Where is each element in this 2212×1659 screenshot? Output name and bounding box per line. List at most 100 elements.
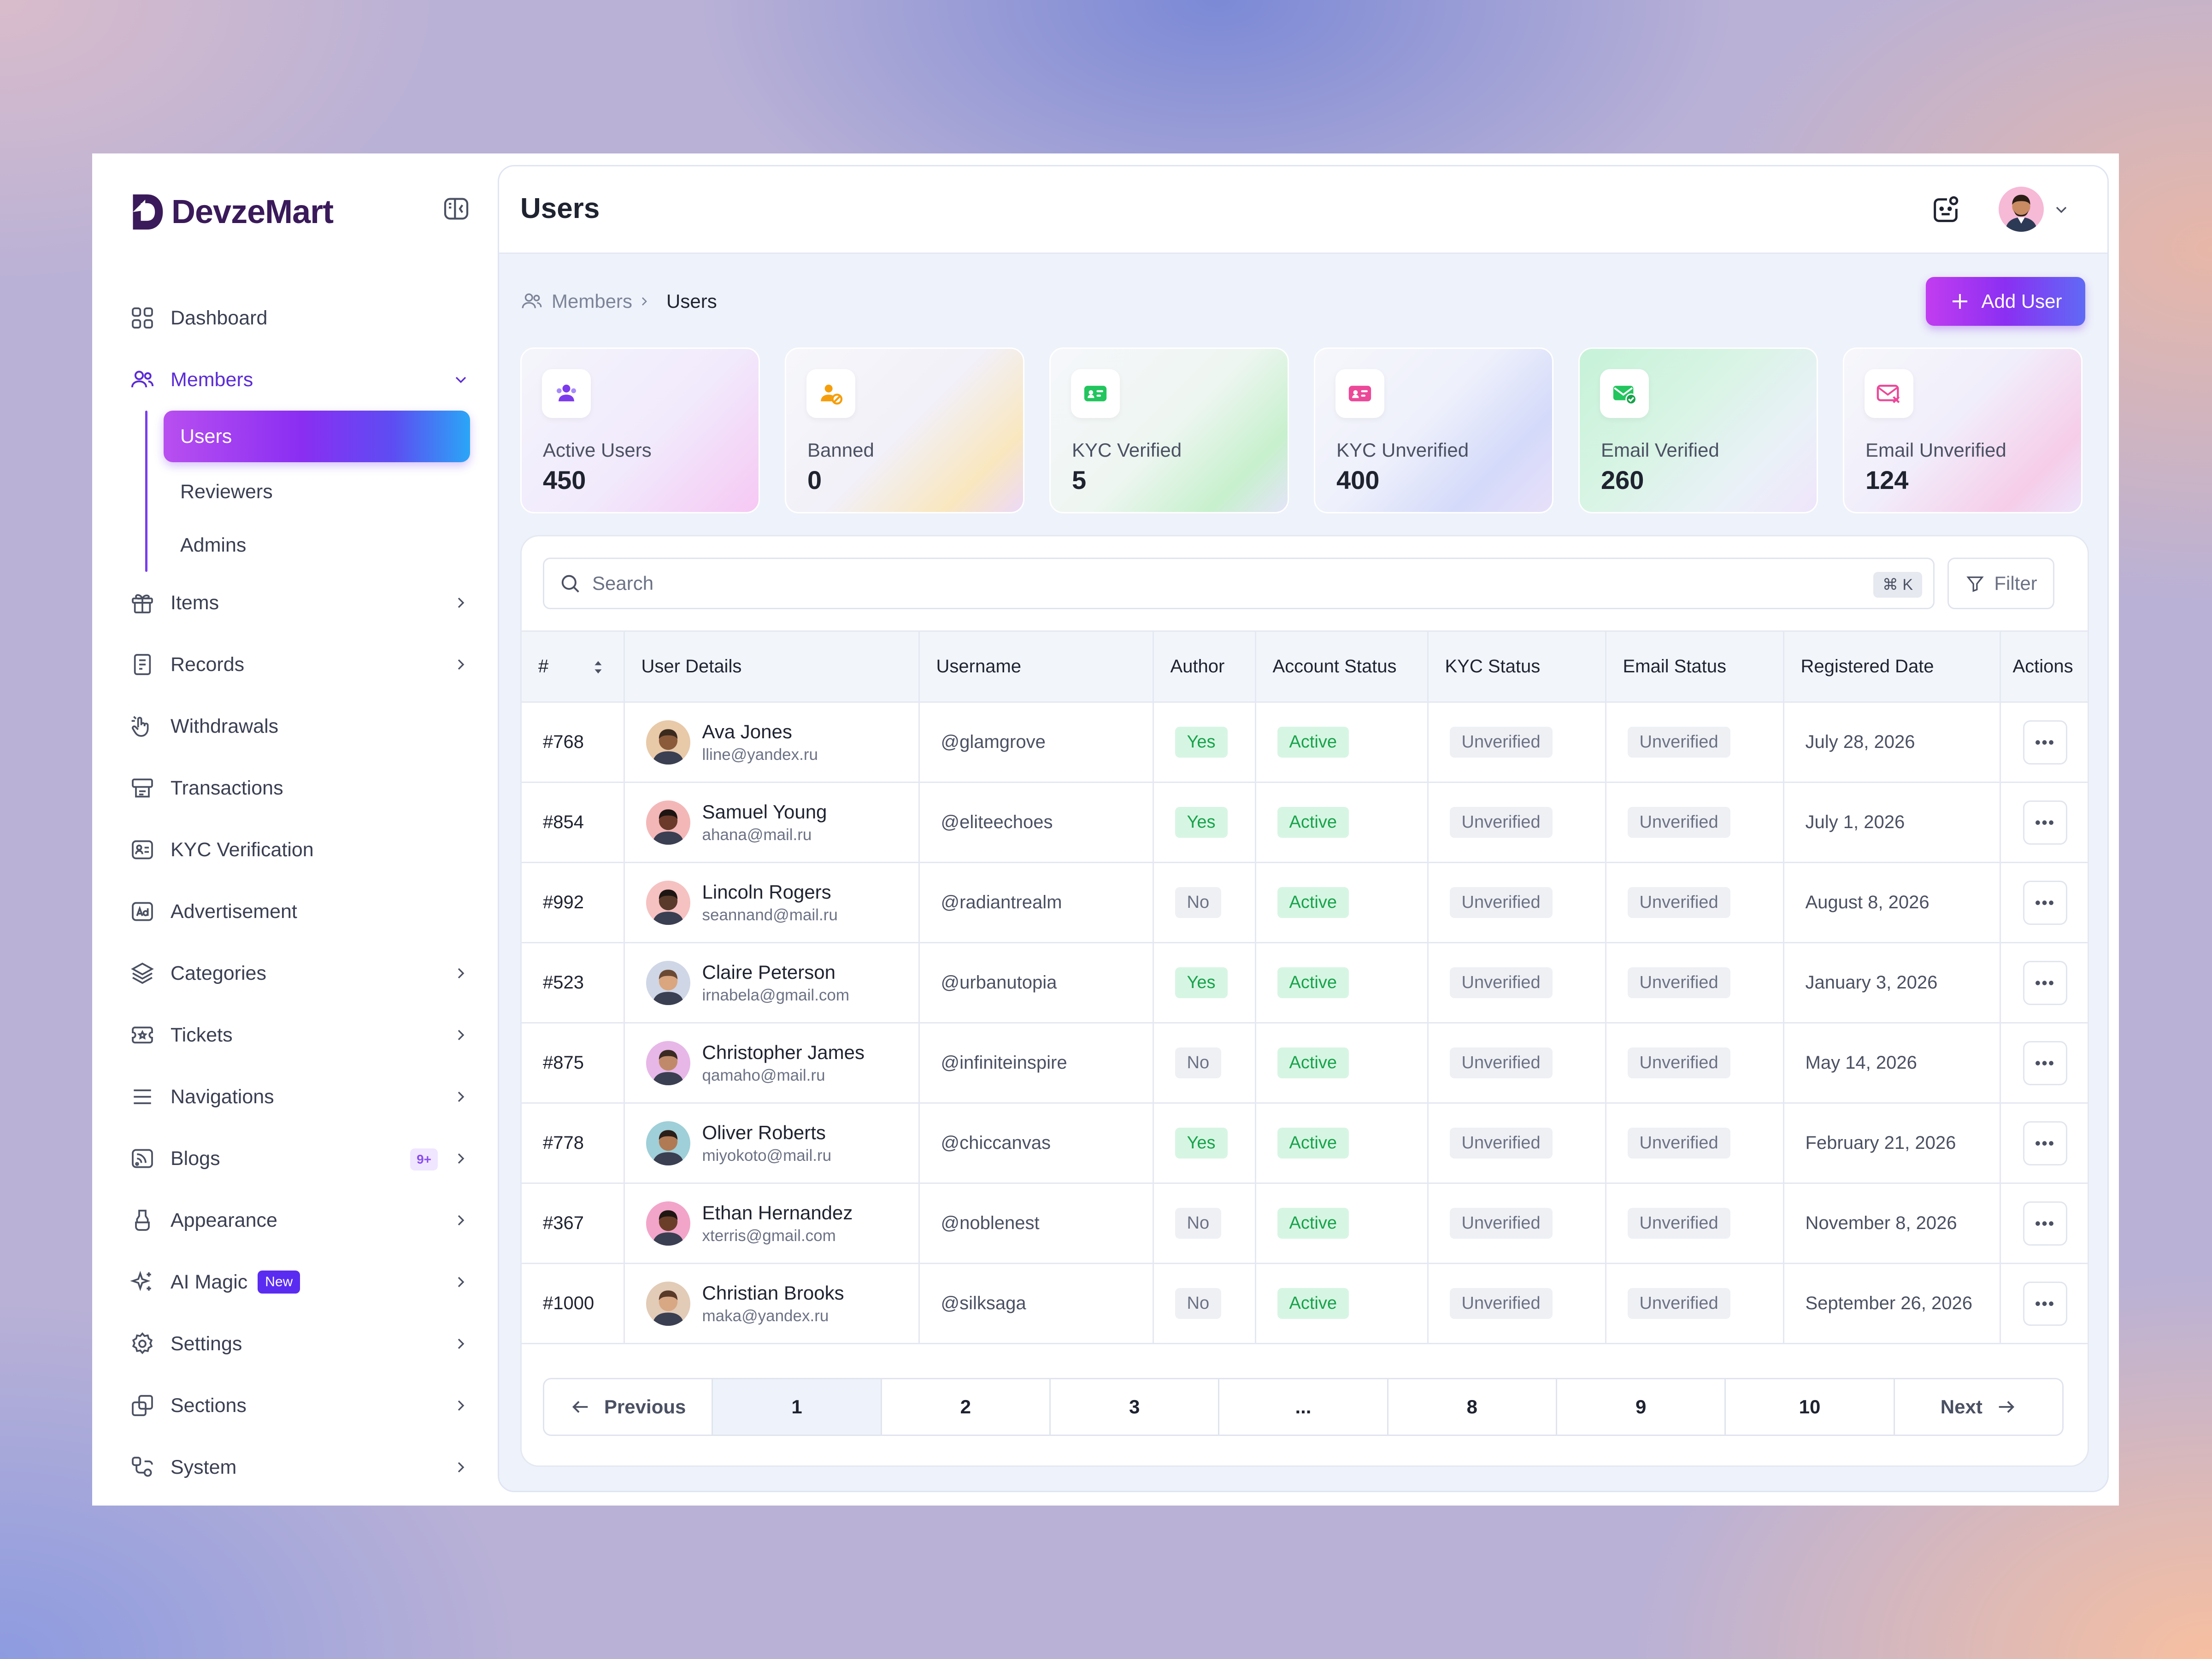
next-page-button[interactable]: Next xyxy=(1895,1379,2062,1435)
cell-user-details: Christian Brooks maka@yandex.ru xyxy=(624,1263,920,1344)
top-bar: Users xyxy=(499,166,2107,254)
stat-card-email-verified[interactable]: Email Verified 260 xyxy=(1578,347,1818,513)
sidebar-item-tickets[interactable]: Tickets xyxy=(129,1004,470,1066)
cell-account-status: Active xyxy=(1255,782,1429,863)
brand[interactable]: DevzeMart xyxy=(129,193,334,231)
column-header-account-status: Account Status xyxy=(1255,630,1429,703)
breadcrumb-parent[interactable]: Members xyxy=(552,290,633,312)
more-icon[interactable]: ••• xyxy=(2023,960,2067,1005)
more-icon[interactable]: ••• xyxy=(2023,1201,2067,1246)
account-status-badge: Active xyxy=(1277,1047,1349,1078)
sidebar-item-appearance[interactable]: Appearance xyxy=(129,1189,470,1251)
add-user-button[interactable]: Add User xyxy=(1926,277,2085,326)
stat-card-active-users[interactable]: Active Users 450 xyxy=(520,347,760,513)
page-button[interactable]: 10 xyxy=(1726,1379,1895,1435)
file-icon xyxy=(134,654,151,675)
chevron-right-icon xyxy=(458,1400,465,1411)
sidebar-item-kyc-verification[interactable]: KYC Verification xyxy=(129,819,470,881)
page-button[interactable]: 1 xyxy=(713,1379,882,1435)
table-row[interactable]: #367 Ethan Hernandez xterris@gmail.com @… xyxy=(522,1183,2088,1264)
filter-button[interactable]: Filter xyxy=(1947,558,2054,609)
registered-date: February 21, 2026 xyxy=(1805,1133,1956,1153)
app-window: DevzeMart Dashboard Members Users Review… xyxy=(92,153,2119,1506)
sidebar-item-blogs[interactable]: Blogs 9+ xyxy=(129,1128,470,1189)
users-icon xyxy=(522,293,542,308)
stat-card-kyc-verified[interactable]: KYC Verified 5 xyxy=(1049,347,1289,513)
table-row[interactable]: #992 Lincoln Rogers seannand@mail.ru @ra… xyxy=(522,862,2088,943)
sidebar-item-ai-magic[interactable]: AI Magic New xyxy=(129,1251,470,1313)
more-icon[interactable]: ••• xyxy=(2023,1121,2067,1165)
stat-card-banned[interactable]: Banned 0 xyxy=(785,347,1024,513)
kyc-status-badge: Unverified xyxy=(1449,807,1553,838)
sidebar-item-settings[interactable]: Settings xyxy=(129,1313,470,1375)
notification-icon[interactable] xyxy=(1930,194,1962,226)
mail-check-icon xyxy=(1613,386,1637,405)
cell-author: Yes xyxy=(1153,1103,1256,1184)
sidebar-item-reviewers[interactable]: Reviewers xyxy=(180,480,273,503)
more-icon[interactable]: ••• xyxy=(2023,880,2067,925)
cell-user-details: Samuel Young ahana@mail.ru xyxy=(624,782,920,863)
sidebar-item-navigations[interactable]: Navigations xyxy=(129,1066,470,1128)
sidebar-item-admins[interactable]: Admins xyxy=(180,534,247,556)
table-row[interactable]: #768 Ava Jones lline@yandex.ru @glamgrov… xyxy=(522,702,2088,783)
username: @urbanutopia xyxy=(941,972,1057,993)
cell-id: #778 xyxy=(522,1103,625,1184)
user-avatar xyxy=(646,1041,690,1085)
chevron-down-icon[interactable] xyxy=(2052,200,2071,219)
previous-page-button[interactable]: Previous xyxy=(544,1379,713,1435)
sidebar-item-items[interactable]: Items xyxy=(129,572,470,634)
kyc-status-badge: Unverified xyxy=(1449,1288,1553,1319)
sidebar-item-transactions[interactable]: Transactions xyxy=(129,757,470,819)
sidebar-item-system[interactable]: System xyxy=(129,1436,470,1498)
next-label: Next xyxy=(1940,1396,1983,1418)
cell-email-status: Unverified xyxy=(1606,1023,1784,1104)
sidebar-item-categories[interactable]: Categories xyxy=(129,942,470,1004)
column-header-email-status: Email Status xyxy=(1606,630,1784,703)
stat-card-email-unverified[interactable]: Email Unverified 124 xyxy=(1843,347,2083,513)
author-badge: Yes xyxy=(1175,807,1228,838)
more-icon[interactable]: ••• xyxy=(2023,800,2067,845)
column-header-id[interactable]: # xyxy=(522,630,625,703)
sidebar-item-members[interactable]: Members xyxy=(129,349,470,411)
page-button[interactable]: 8 xyxy=(1388,1379,1557,1435)
sidebar-item-records[interactable]: Records xyxy=(129,634,470,695)
sidebar-item-withdrawals[interactable]: Withdrawals xyxy=(129,695,470,757)
user-email: lline@yandex.ru xyxy=(702,745,818,764)
sidebar-item-advertisement[interactable]: Advertisement xyxy=(129,881,470,942)
hand-icon xyxy=(131,716,149,737)
sidebar-item-sections[interactable]: Sections xyxy=(129,1375,470,1436)
more-icon[interactable]: ••• xyxy=(2023,1281,2067,1326)
cell-account-status: Active xyxy=(1255,1023,1429,1104)
more-icon[interactable]: ••• xyxy=(2023,720,2067,765)
table-row[interactable]: #778 Oliver Roberts miyokoto@mail.ru @ch… xyxy=(522,1103,2088,1184)
column-header-registered-date: Registered Date xyxy=(1783,630,2001,703)
username: @chiccanvas xyxy=(941,1133,1051,1153)
table-row[interactable]: #854 Samuel Young ahana@mail.ru @eliteec… xyxy=(522,782,2088,863)
more-icon[interactable]: ••• xyxy=(2023,1041,2067,1085)
chevron-right-icon xyxy=(458,1153,465,1164)
sidebar-item-dashboard[interactable]: Dashboard xyxy=(129,287,470,349)
sparkle-icon xyxy=(130,1271,151,1291)
stat-card-kyc-unverified[interactable]: KYC Unverified 400 xyxy=(1314,347,1553,513)
user-email: irnabela@gmail.com xyxy=(702,986,850,1004)
username: @glamgrove xyxy=(941,732,1046,752)
registered-date: January 3, 2026 xyxy=(1805,972,1938,993)
table-row[interactable]: #1000 Christian Brooks maka@yandex.ru @s… xyxy=(522,1263,2088,1344)
stat-label: KYC Verified xyxy=(1072,439,1182,461)
page-button[interactable]: 9 xyxy=(1557,1379,1726,1435)
page-button[interactable]: 2 xyxy=(882,1379,1051,1435)
cell-registered-date: July 28, 2026 xyxy=(1783,702,2001,783)
sort-icon[interactable] xyxy=(590,658,606,677)
account-status-badge: Active xyxy=(1277,1288,1349,1319)
user-avatar[interactable] xyxy=(1999,187,2044,232)
user-avatar xyxy=(646,960,690,1005)
sidebar-item-users[interactable]: Users xyxy=(164,411,470,462)
sidebar-item-label: System xyxy=(171,1456,237,1478)
page-button[interactable]: 3 xyxy=(1051,1379,1220,1435)
table-row[interactable]: #523 Claire Peterson irnabela@gmail.com … xyxy=(522,942,2088,1024)
table-row[interactable]: #875 Christopher James qamaho@mail.ru @i… xyxy=(522,1023,2088,1104)
chevron-right-icon xyxy=(458,1462,465,1473)
sidebar-collapse-icon[interactable] xyxy=(441,194,471,224)
stat-value: 124 xyxy=(1865,465,1909,494)
search-input[interactable]: Search ⌘ K xyxy=(543,558,1935,609)
